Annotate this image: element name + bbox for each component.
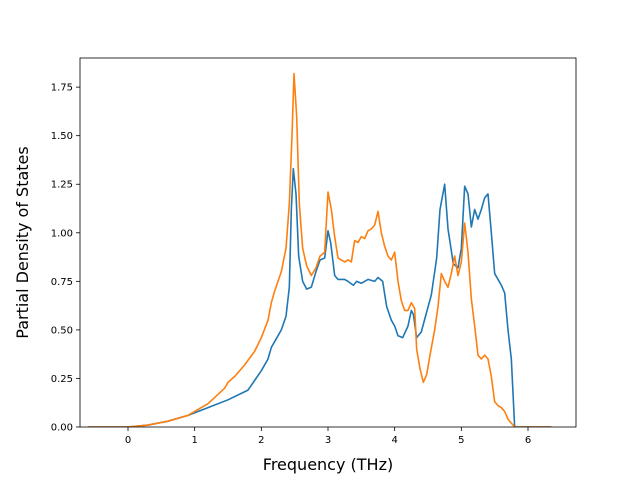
plot-frame [79,57,577,428]
y-tick-label: 0.00 [51,423,73,434]
x-tick-label: 1 [191,435,197,446]
series-line-2 [88,72,552,427]
y-axis-ticks: 0.00 0.25 0.50 0.75 1.00 1.25 1.50 1.75 [51,83,80,434]
y-tick-label: 1.75 [51,83,73,94]
x-tick-label: 0 [125,435,131,446]
y-tick-label: 1.00 [51,228,73,239]
y-tick-label: 0.25 [51,374,73,385]
series-lines [88,72,552,427]
x-axis-ticks: 0 1 2 3 4 5 6 [125,427,531,446]
x-tick-label: 2 [258,435,264,446]
y-axis-label: Partial Density of States [13,146,32,338]
y-tick-label: 0.50 [51,325,73,336]
x-axis-label: Frequency (THz) [263,455,393,474]
y-tick-label: 1.25 [51,180,73,191]
x-tick-label: 3 [325,435,331,446]
y-tick-label: 0.75 [51,277,73,288]
y-tick-label: 1.50 [51,131,73,142]
x-tick-label: 4 [391,435,397,446]
series-line-1 [88,167,552,427]
x-tick-label: 5 [458,435,464,446]
x-tick-label: 6 [525,435,531,446]
